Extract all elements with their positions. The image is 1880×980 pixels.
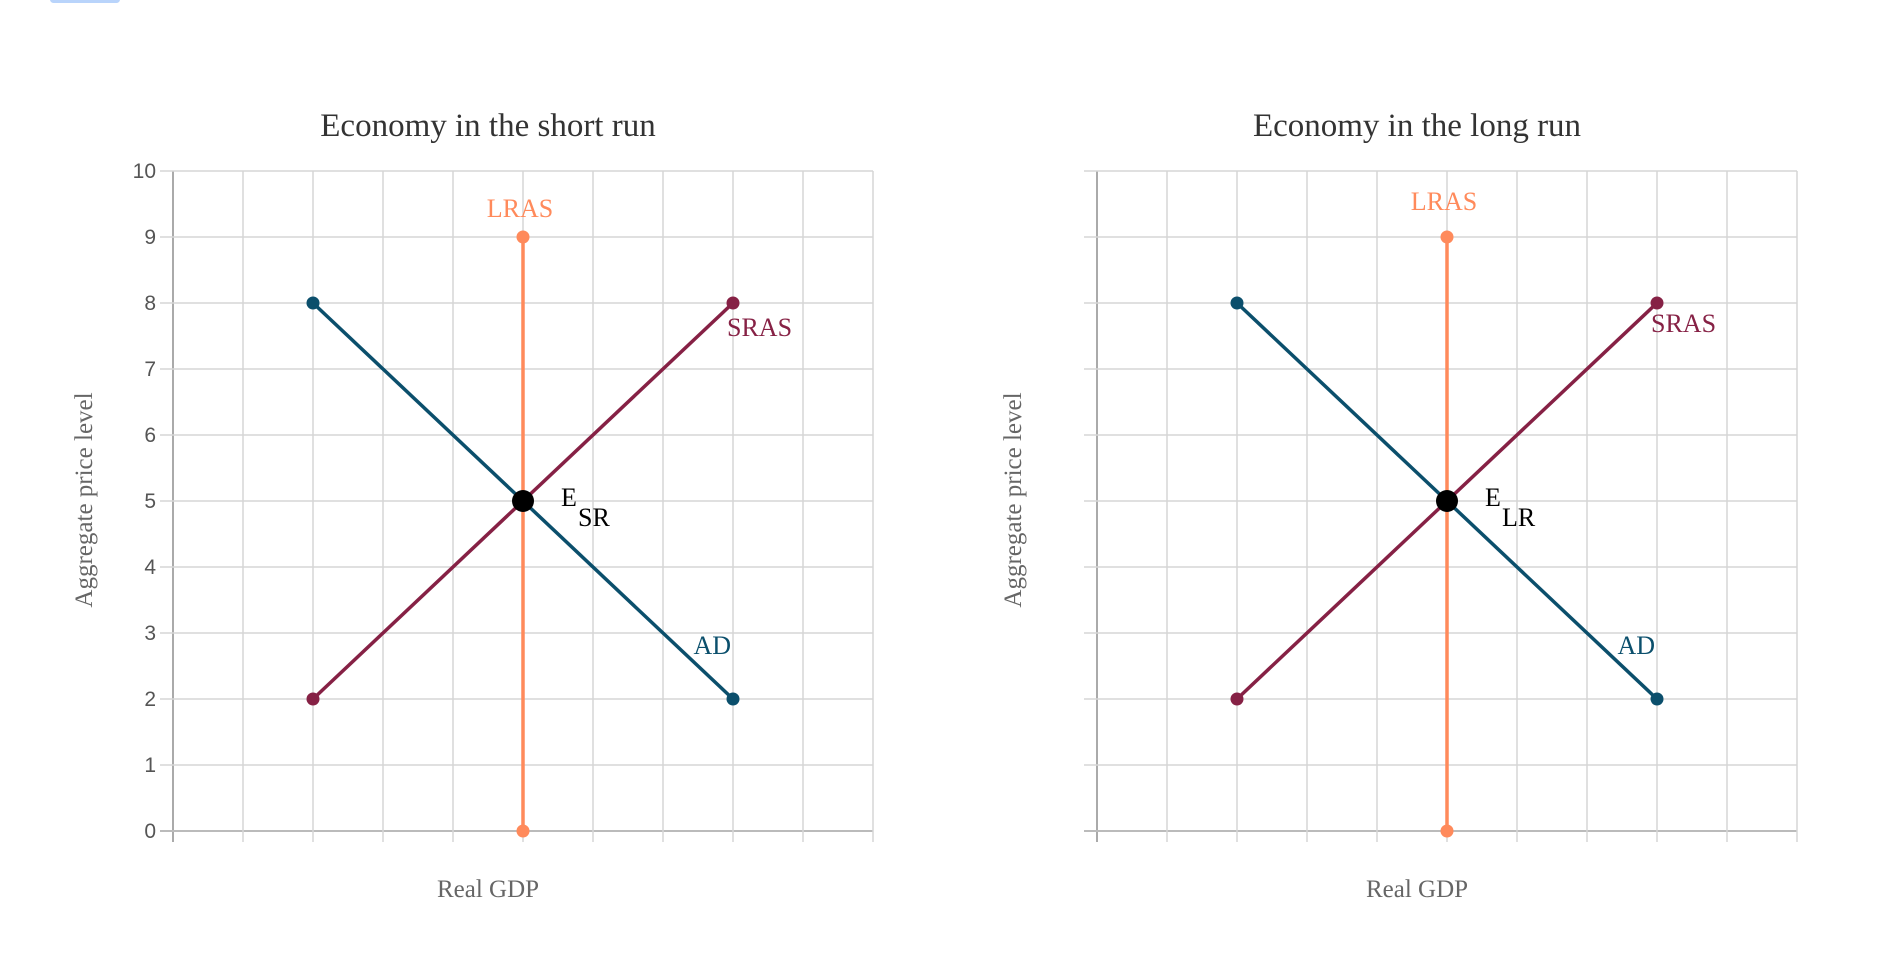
chart-long-run: Economy in the long run Real GDP Aggregate… (1000, 108, 1798, 903)
equilibrium-point (512, 490, 534, 512)
data-point (1650, 296, 1664, 310)
data-point (726, 296, 740, 310)
series-lras: LRAS (1411, 187, 1477, 838)
series-label-lras: LRAS (487, 194, 553, 223)
equilibrium-point (1436, 490, 1458, 512)
data-point (1440, 824, 1454, 838)
equilibrium-subscript: SR (578, 503, 610, 532)
equilibrium-subscript: LR (1502, 503, 1536, 532)
x-axis-label: Real GDP (1366, 876, 1468, 903)
y-tick-label: 1 (144, 754, 156, 777)
data-point (516, 230, 530, 244)
y-tick-label: 7 (144, 358, 156, 381)
chart-short-run: 0 1 2 3 4 5 6 7 8 9 10 Economy in the short run Real… (71, 108, 874, 903)
y-tick-label: 6 (144, 424, 156, 447)
series-label-ad: AD (1617, 631, 1655, 660)
y-axis-label: Aggregate price level (1000, 392, 1027, 607)
series-label-ad: AD (693, 631, 731, 660)
data-point (726, 692, 740, 706)
data-point (1230, 296, 1244, 310)
chart-title: Economy in the short run (320, 108, 655, 144)
equilibrium-label: E (561, 483, 577, 512)
y-axis-label: Aggregate price level (71, 392, 98, 607)
data-point (1230, 692, 1244, 706)
x-axis-label: Real GDP (437, 876, 539, 903)
y-tick-label: 10 (133, 160, 156, 183)
y-tick-label: 8 (144, 292, 156, 315)
data-point (1440, 230, 1454, 244)
y-tick-label: 5 (144, 490, 156, 513)
chart-title: Economy in the long run (1253, 108, 1581, 144)
y-tick-label: 3 (144, 622, 156, 645)
series-label-sras: SRAS (727, 313, 792, 342)
focused-control-edge (50, 0, 120, 3)
y-tick-label: 9 (144, 226, 156, 249)
series-label-lras: LRAS (1411, 187, 1477, 216)
data-point (306, 296, 320, 310)
y-tick-label: 4 (144, 556, 156, 579)
data-point (516, 824, 530, 838)
y-tick-label: 2 (144, 688, 156, 711)
series-label-sras: SRAS (1651, 309, 1716, 338)
data-point (1650, 692, 1664, 706)
equilibrium-label: E (1485, 483, 1501, 512)
data-point (306, 692, 320, 706)
series-lras: LRAS (487, 194, 553, 838)
y-tick-label: 0 (144, 820, 156, 843)
